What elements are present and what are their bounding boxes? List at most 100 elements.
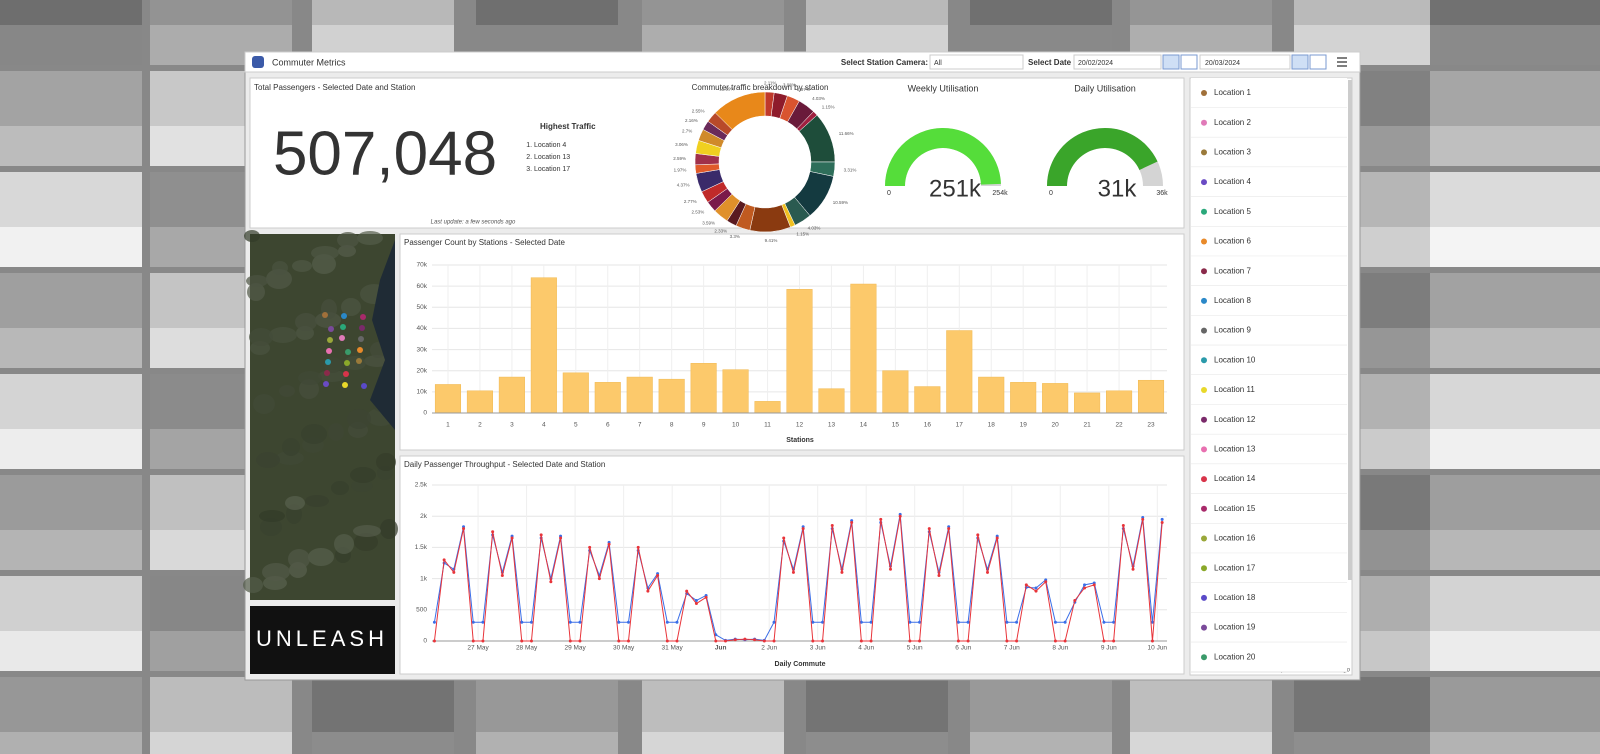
location-row[interactable] [1191,612,1347,643]
start-date-input[interactable] [1073,54,1162,70]
clock-button[interactable] [1180,54,1198,70]
line-point [1053,639,1057,643]
location-label[interactable]: Location 4 [1214,177,1251,186]
location-row[interactable] [1191,582,1347,613]
location-row[interactable] [1191,642,1347,672]
map-marker[interactable] [325,359,331,365]
location-label[interactable]: Location 13 [1214,445,1256,454]
location-row[interactable] [1191,137,1347,168]
map-marker[interactable] [361,383,367,389]
bar [530,277,557,414]
x-tick-label: 19 [1020,422,1028,429]
camera-select[interactable] [929,54,1024,70]
location-row[interactable] [1191,256,1347,286]
map-marker[interactable] [341,313,347,319]
map-marker[interactable] [324,370,330,376]
location-row[interactable] [1191,167,1347,197]
location-label[interactable]: Location 20 [1214,652,1256,661]
clock-button[interactable] [1309,54,1327,70]
location-label[interactable]: Location 10 [1214,355,1256,364]
start-date[interactable]: 20/02/2024 [1078,60,1113,67]
location-row[interactable] [1191,107,1347,138]
location-row[interactable] [1191,404,1347,435]
map-marker[interactable] [340,324,346,330]
map-marker[interactable] [326,348,332,354]
map-texture [269,327,297,343]
map-marker[interactable] [345,349,351,355]
map-marker[interactable] [339,335,345,341]
map-marker[interactable] [328,326,334,332]
map-marker[interactable] [358,336,364,342]
bar [978,376,1005,414]
map-texture [295,313,317,331]
location-row[interactable] [1191,434,1347,465]
camera-floor [0,328,142,368]
location-row[interactable] [1191,315,1347,346]
gauge-value: 251k [929,175,982,202]
line-point [481,620,485,624]
x-axis-title: Daily Commute [775,661,826,668]
map-marker[interactable] [356,358,362,364]
calendar-button[interactable] [1291,54,1309,70]
map-marker[interactable] [343,371,349,377]
location-row[interactable] [1191,553,1347,583]
donut-label: 2.11% [764,80,776,85]
location-label[interactable]: Location 1 [1214,88,1251,97]
camera-floor [0,126,142,166]
bar [498,376,525,414]
map-marker[interactable] [322,312,328,318]
location-label[interactable]: Location 11 [1214,385,1255,394]
location-label[interactable]: Location 6 [1214,237,1251,246]
location-label[interactable]: Location 9 [1214,326,1251,335]
line-point [491,530,495,534]
donut-label: 4.03% [808,226,821,231]
camera-floor [1430,732,1600,754]
calendar-button[interactable] [1162,54,1180,70]
camera-floor [1430,631,1600,671]
location-label[interactable]: Location 18 [1214,593,1256,602]
location-row[interactable] [1191,375,1347,405]
location-row[interactable] [1191,464,1347,494]
location-row[interactable] [1191,523,1347,554]
x-tick-label: 1 [446,422,450,429]
location-label[interactable]: Location 15 [1214,504,1256,513]
map-marker[interactable] [327,337,333,343]
location-label[interactable]: Location 19 [1214,623,1256,632]
location-label[interactable]: Location 3 [1214,148,1251,157]
location-row[interactable] [1191,285,1347,316]
line-point [510,536,514,540]
map-marker[interactable] [344,360,350,366]
location-row[interactable] [1191,345,1347,375]
location-row[interactable] [1191,78,1347,108]
location-row[interactable] [1191,493,1347,524]
highest-list: Location 4 Location 13 Location 17 [518,140,570,176]
location-label[interactable]: Location 16 [1214,534,1256,543]
camera-value[interactable]: All [934,60,942,67]
map-texture [288,549,310,569]
map-marker[interactable] [360,314,366,320]
location-row[interactable] [1191,226,1347,257]
camera-floor [312,732,454,754]
map-texture [338,245,356,257]
donut-label: 2.16% [685,118,698,123]
location-label[interactable]: Location 14 [1214,474,1256,483]
map-marker[interactable] [357,347,363,353]
menu-button[interactable] [1337,57,1347,67]
location-label[interactable]: Location 12 [1214,415,1256,424]
location-label[interactable]: Location 5 [1214,207,1251,216]
bar [562,372,589,414]
location-label[interactable]: Location 7 [1214,266,1251,275]
end-date[interactable]: 20/03/2024 [1205,60,1240,67]
map-marker[interactable] [359,325,365,331]
location-label[interactable]: Location 17 [1214,563,1256,572]
donut-label: 1.97% [674,167,687,172]
location-label[interactable]: Location 8 [1214,296,1251,305]
location-row[interactable] [1191,196,1347,227]
end-date-input[interactable] [1199,54,1291,70]
scrollbar[interactable] [1348,80,1352,580]
location-label[interactable]: Location 2 [1214,118,1251,127]
bar [1137,379,1165,414]
map-marker[interactable] [342,382,348,388]
map-marker[interactable] [323,381,329,387]
